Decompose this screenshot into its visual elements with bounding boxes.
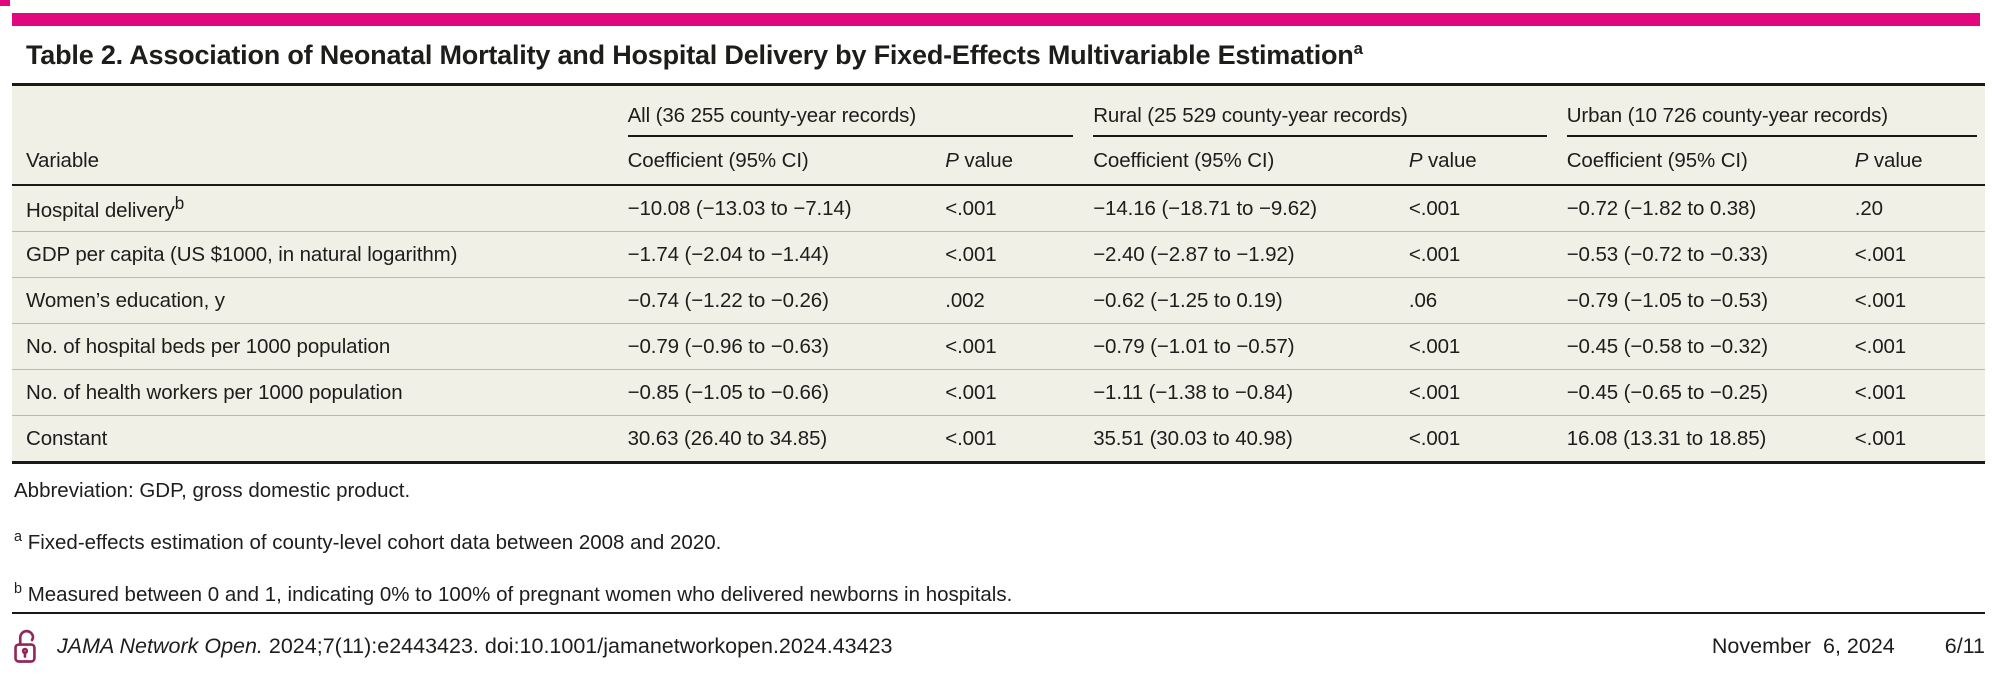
cell-urban-coefficient: −0.45 (−0.65 to −0.25)	[1566, 369, 1855, 416]
group-header-urban-label: Urban (10 726 county-year records)	[1566, 104, 1889, 127]
table-title-footnote-marker: a	[1353, 39, 1363, 58]
citation-details: 2024;7(11):e2443423. doi:10.1001/jamanet…	[262, 633, 893, 658]
page-corner-mark	[0, 0, 10, 6]
table-row-womens-education: Women’s education, y −0.74 (−1.22 to −0.…	[12, 277, 1985, 324]
cell-all-coefficient: −1.74 (−2.04 to −1.44)	[627, 231, 946, 278]
brand-accent-bar	[12, 13, 1980, 26]
footnote-b-text: Measured between 0 and 1, indicating 0% …	[27, 582, 1013, 606]
row-variable-text: Hospital delivery	[26, 198, 175, 222]
cell-rural-coefficient: −1.11 (−1.38 to −0.84)	[1093, 369, 1409, 416]
cell-all-coefficient: −0.85 (−1.05 to −0.66)	[627, 369, 946, 416]
table-footnotes: Abbreviation: GDP, gross domestic produc…	[14, 478, 1982, 608]
article-citation: JAMA Network Open. 2024;7(11):e2443423. …	[57, 634, 893, 659]
group-header-all-label: All (36 255 county-year records)	[627, 104, 917, 127]
footnote-a-marker: a	[14, 529, 22, 545]
cell-urban-pvalue: <.001	[1854, 369, 1985, 416]
footnote-b-marker: b	[14, 580, 22, 597]
footer-meta-block: November 6, 2024 6/11	[1712, 634, 1985, 659]
cell-all-pvalue: .002	[945, 277, 1094, 324]
cell-rural-coefficient: −0.62 (−1.25 to 0.19)	[1093, 277, 1409, 324]
cell-urban-coefficient: −0.79 (−1.05 to −0.53)	[1566, 277, 1855, 324]
cell-rural-pvalue: <.001	[1408, 196, 1461, 220]
group-header-rural: Rural (25 529 county-year records)	[1093, 86, 1567, 137]
column-header-rural-coefficient: Coefficient (95% CI)	[1093, 137, 1409, 186]
column-header-urban-coefficient: Coefficient (95% CI)	[1566, 137, 1855, 186]
row-variable: GDP per capita (US $1000, in natural log…	[12, 231, 628, 278]
cell-all-pvalue: <.001	[945, 196, 997, 220]
journal-name: JAMA Network Open.	[57, 633, 263, 658]
row-variable: Constant	[12, 415, 628, 463]
cell-urban-coefficient: 16.08 (13.31 to 18.85)	[1566, 415, 1855, 463]
abbreviation-note: Abbreviation: GDP, gross domestic produc…	[14, 479, 411, 502]
table-title-text: Table 2. Association of Neonatal Mortali…	[26, 40, 1354, 70]
row-footnote-marker: b	[174, 194, 185, 214]
column-header-all-coefficient: Coefficient (95% CI)	[627, 137, 946, 186]
cell-rural-pvalue: .06	[1408, 277, 1567, 324]
results-table: All (36 255 county-year records) Rural (…	[12, 86, 1985, 464]
cell-all-pvalue: <.001	[945, 323, 1094, 370]
cell-rural-coefficient: −0.79 (−1.01 to −0.57)	[1093, 323, 1409, 370]
footnote-a-text: Fixed-effects estimation of county-level…	[27, 530, 722, 554]
cell-urban-coefficient: −0.45 (−0.58 to −0.32)	[1566, 323, 1855, 370]
group-header-urban: Urban (10 726 county-year records)	[1566, 86, 1985, 137]
cell-rural-coefficient: −14.16 (−18.71 to −9.62)	[1093, 196, 1318, 220]
cell-urban-pvalue: .20	[1854, 196, 1883, 220]
table-row-hospital-delivery: Hospital deliveryb −10.08 (−13.03 to −7.…	[12, 185, 1985, 232]
pvalue-rest: value	[1868, 148, 1923, 172]
row-variable: Hospital deliveryb	[12, 185, 628, 232]
page-number: 6/11	[1944, 633, 1985, 658]
row-variable: No. of health workers per 1000 populatio…	[12, 369, 628, 416]
column-header-all-pvalue: P value	[945, 137, 1094, 186]
group-header-rural-label: Rural (25 529 county-year records)	[1093, 104, 1408, 127]
table-subheader-row: Variable Coefficient (95% CI) P value Co…	[12, 137, 1985, 186]
table-row-constant: Constant 30.63 (26.40 to 34.85) <.001 35…	[12, 415, 1985, 463]
cell-urban-pvalue: <.001	[1854, 231, 1985, 278]
cell-all-pvalue: <.001	[945, 369, 1094, 416]
group-header-all: All (36 255 county-year records)	[627, 86, 1094, 137]
cell-rural-pvalue: <.001	[1408, 415, 1567, 463]
table-group-header-row: All (36 255 county-year records) Rural (…	[12, 86, 1985, 137]
group-header-spacer	[12, 86, 628, 137]
pvalue-italic-p: P	[1408, 148, 1423, 172]
row-variable: Women’s education, y	[12, 277, 628, 324]
cell-urban-coefficient: −0.72 (−1.82 to 0.38)	[1566, 196, 1757, 220]
column-header-urban-pvalue: P value	[1854, 137, 1985, 186]
column-header-variable: Variable	[12, 137, 628, 186]
cell-urban-pvalue: <.001	[1854, 277, 1985, 324]
cell-all-pvalue: <.001	[945, 415, 1094, 463]
publication-date: November 6, 2024	[1711, 633, 1895, 658]
column-header-rural-pvalue: P value	[1408, 137, 1567, 186]
cell-all-coefficient: −0.74 (−1.22 to −0.26)	[627, 277, 946, 324]
cell-all-coefficient: −10.08 (−13.03 to −7.14)	[627, 196, 852, 220]
pvalue-italic-p: P	[945, 148, 959, 172]
footnote-b: b Measured between 0 and 1, indicating 0…	[14, 576, 1982, 608]
cell-rural-coefficient: 35.51 (30.03 to 40.98)	[1093, 415, 1409, 463]
footer-citation-block: JAMA Network Open. 2024;7(11):e2443423. …	[12, 627, 893, 666]
pvalue-rest: value	[1422, 148, 1477, 172]
table-row-gdp-per-capita: GDP per capita (US $1000, in natural log…	[12, 231, 1985, 278]
cell-all-coefficient: 30.63 (26.40 to 34.85)	[627, 415, 946, 463]
pvalue-rest: value	[958, 148, 1013, 172]
table-row-health-workers: No. of health workers per 1000 populatio…	[12, 369, 1985, 416]
table-row-hospital-beds: No. of hospital beds per 1000 population…	[12, 323, 1985, 370]
row-variable: No. of hospital beds per 1000 population	[12, 323, 628, 370]
cell-rural-pvalue: <.001	[1408, 369, 1567, 416]
footnote-a: a Fixed-effects estimation of county-lev…	[14, 524, 1982, 556]
cell-rural-coefficient: −2.40 (−2.87 to −1.92)	[1093, 231, 1409, 278]
pvalue-italic-p: P	[1854, 148, 1869, 172]
open-access-lock-icon	[14, 629, 36, 663]
table-title: Table 2. Association of Neonatal Mortali…	[12, 0, 1985, 86]
cell-all-coefficient: −0.79 (−0.96 to −0.63)	[627, 323, 946, 370]
cell-rural-pvalue: <.001	[1408, 231, 1567, 278]
cell-all-pvalue: <.001	[945, 231, 1094, 278]
cell-rural-pvalue: <.001	[1408, 323, 1567, 370]
cell-urban-coefficient: −0.53 (−0.72 to −0.33)	[1566, 231, 1855, 278]
cell-urban-pvalue: <.001	[1854, 323, 1985, 370]
cell-urban-pvalue: <.001	[1854, 415, 1985, 463]
page-footer: JAMA Network Open. 2024;7(11):e2443423. …	[12, 612, 1985, 678]
